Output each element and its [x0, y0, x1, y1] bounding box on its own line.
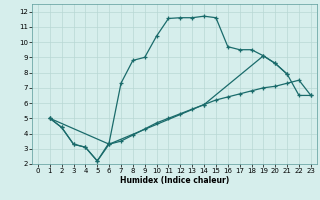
X-axis label: Humidex (Indice chaleur): Humidex (Indice chaleur) — [120, 176, 229, 185]
